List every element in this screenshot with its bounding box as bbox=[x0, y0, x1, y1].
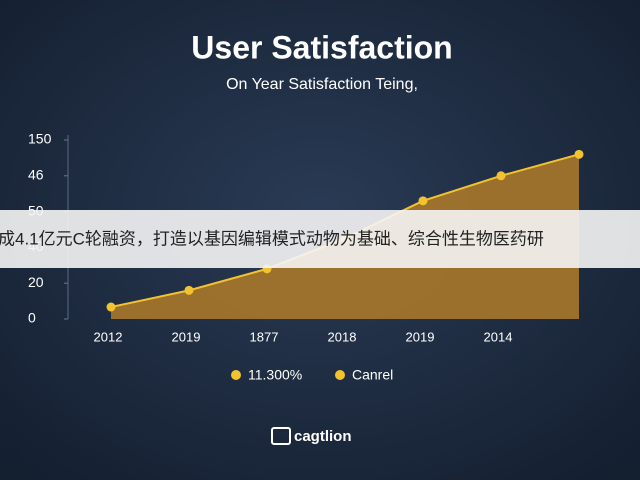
point bbox=[496, 171, 506, 181]
legend-label: Canrel bbox=[352, 367, 393, 383]
y-tick-label: 0 bbox=[28, 310, 36, 326]
y-tick-label: 20 bbox=[28, 274, 44, 290]
banner-text: 成4.1亿元C轮融资，打造以基因编辑模式动物为基础、综合性生物医药研 bbox=[0, 229, 544, 248]
legend-marker bbox=[335, 370, 345, 380]
y-tick-label: 150 bbox=[28, 131, 52, 147]
logo-text: cagtlion bbox=[294, 428, 352, 445]
area bbox=[111, 154, 579, 319]
x-tick-label: 2018 bbox=[328, 329, 357, 344]
legend-label: 11.300% bbox=[248, 367, 302, 383]
point bbox=[184, 285, 194, 295]
point bbox=[574, 149, 584, 159]
x-tick-label: 2019 bbox=[406, 329, 435, 344]
logo-icon bbox=[271, 427, 291, 445]
point bbox=[418, 196, 428, 206]
banner-bg bbox=[0, 210, 640, 268]
x-tick-label: 1877 bbox=[250, 329, 279, 344]
chart-title: User Satisfaction bbox=[191, 29, 452, 65]
x-tick-label: 2014 bbox=[484, 329, 513, 344]
x-tick-label: 2019 bbox=[172, 329, 201, 344]
x-tick-label: 2012 bbox=[94, 329, 123, 344]
y-tick-label: 46 bbox=[28, 167, 44, 183]
point bbox=[106, 302, 116, 312]
legend-marker bbox=[231, 370, 241, 380]
chart-subtitle: On Year Satisfaction Teing, bbox=[226, 76, 418, 93]
